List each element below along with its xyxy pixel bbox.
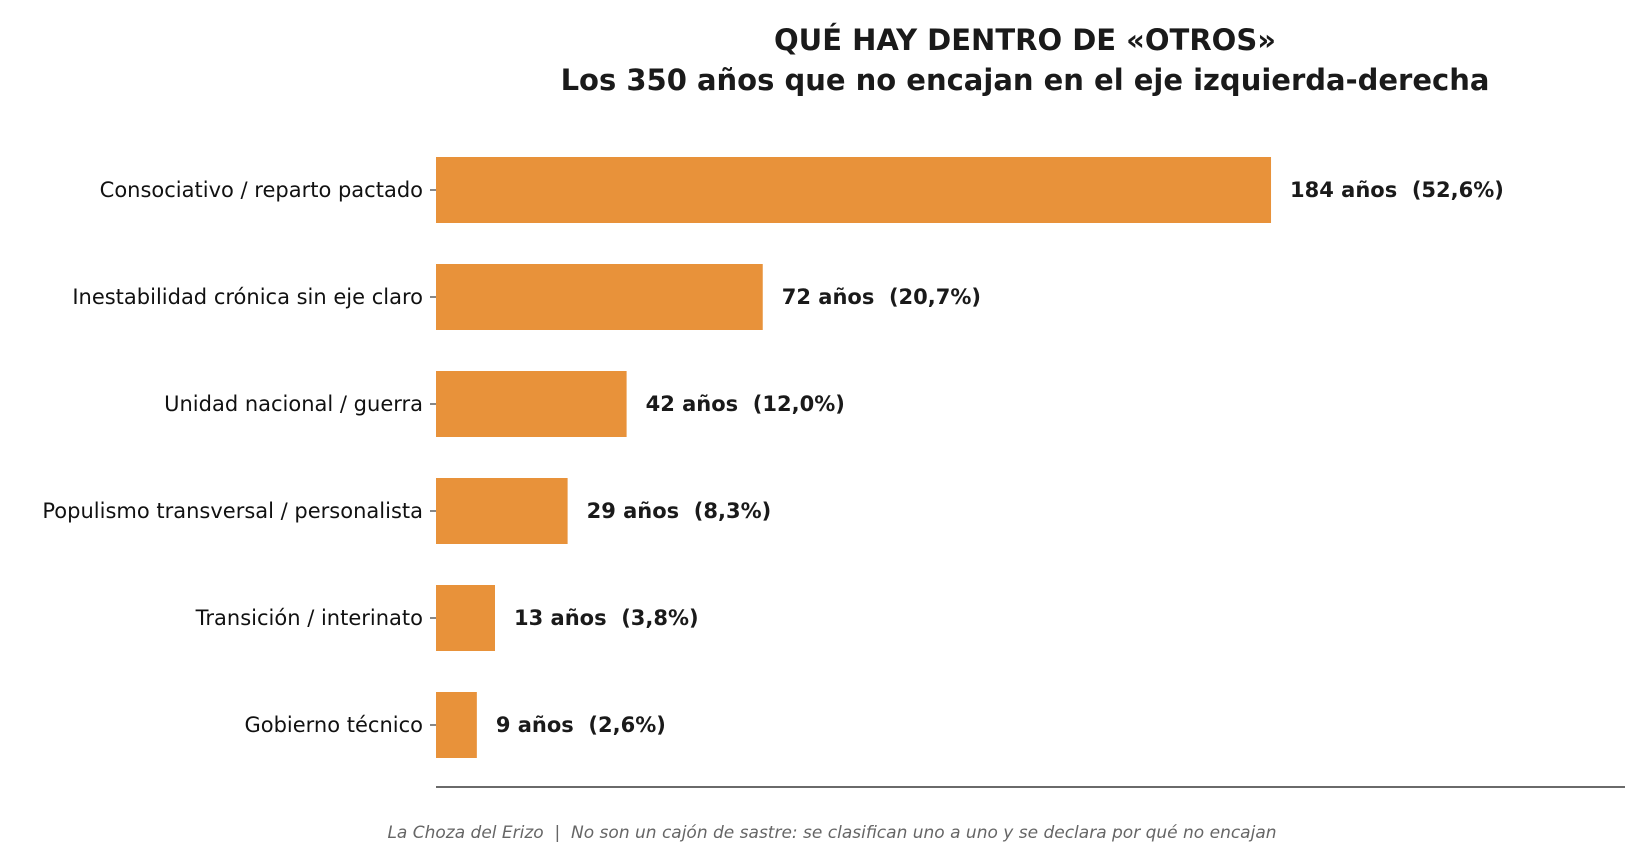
- category-label: Unidad nacional / guerra: [164, 392, 423, 416]
- value-label: 13 años (3,8%): [514, 606, 699, 630]
- category-label: Gobierno técnico: [244, 713, 423, 737]
- category-label: Populismo transversal / personalista: [42, 499, 423, 523]
- value-label: 9 años (2,6%): [496, 713, 666, 737]
- value-label: 42 años (12,0%): [646, 392, 845, 416]
- bar: [436, 371, 627, 437]
- bar: [436, 692, 477, 758]
- chart-title: QUÉ HAY DENTRO DE «OTROS»: [774, 23, 1276, 57]
- bar: [436, 157, 1272, 223]
- bar: [436, 585, 495, 651]
- category-label: Inestabilidad crónica sin eje claro: [72, 285, 423, 309]
- category-label: Transición / interinato: [195, 606, 423, 630]
- bar-row: Populismo transversal / personalista 29 a…: [42, 478, 771, 544]
- bar-row: Unidad nacional / guerra 42 años (12,0%): [164, 371, 845, 437]
- chart-footer: La Choza del Erizo | No son un cajón de …: [387, 823, 1276, 843]
- value-label: 72 años (20,7%): [782, 285, 981, 309]
- bar: [436, 478, 568, 544]
- value-label: 29 años (8,3%): [587, 499, 772, 523]
- bar-row: Inestabilidad crónica sin eje claro 72 añ…: [72, 264, 981, 330]
- bars-layer: Consociativo / reparto pactado 184 años (…: [42, 157, 1504, 758]
- value-label: 184 años (52,6%): [1290, 178, 1504, 202]
- bar: [436, 264, 763, 330]
- category-label: Consociativo / reparto pactado: [100, 178, 423, 202]
- bar-row: Transición / interinato 13 años (3,8%): [195, 585, 699, 651]
- bar-row: Gobierno técnico 9 años (2,6%): [244, 692, 666, 758]
- bar-row: Consociativo / reparto pactado 184 años (…: [100, 157, 1504, 223]
- chart-subtitle: Los 350 años que no encajan en el eje iz…: [561, 63, 1490, 97]
